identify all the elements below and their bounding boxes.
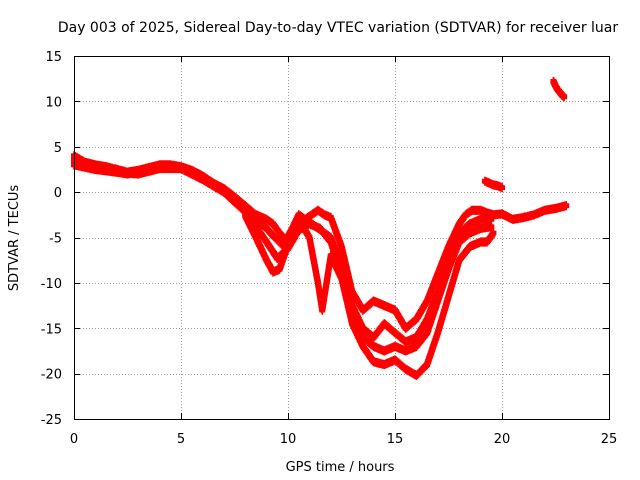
y-tick-label: 10 [45,95,62,110]
y-tick-label: -5 [49,232,62,247]
data-point-markers [550,76,568,102]
x-tick-label: 15 [387,432,404,447]
y-tick-label: -10 [41,277,62,292]
y-tick-label: 0 [54,186,62,201]
y-tick-label: -20 [41,368,62,383]
y-tick-label: -15 [41,322,62,337]
ticks: 0 5 10 15 20 25 -25 -20 -15 -10 -5 0 5 10 15 [41,50,618,447]
data-points [71,76,570,380]
y-tick-label: -25 [41,413,62,428]
chart-title: Day 003 of 2025, Sidereal Day-to-day VTE… [58,20,619,36]
x-tick-label: 0 [70,432,78,447]
y-tick-label: 5 [54,141,62,156]
x-tick-label: 5 [177,432,185,447]
series-track-f [550,76,568,102]
y-axis-label: SDTVAR / TECUs [7,185,22,292]
series-track-d [242,211,497,380]
series-track-e [481,176,505,193]
data-point-markers [242,211,497,380]
data-point-markers [481,176,505,193]
x-tick-label: 25 [601,432,618,447]
x-tick-label: 10 [280,432,297,447]
y-tick-label: 15 [45,50,62,65]
x-axis-label: GPS time / hours [286,460,395,475]
x-tick-label: 20 [494,432,511,447]
